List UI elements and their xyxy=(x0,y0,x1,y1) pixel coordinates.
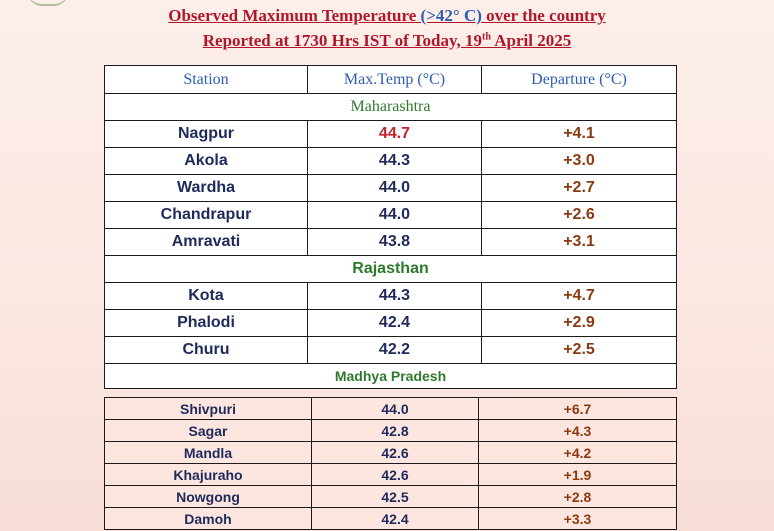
station-name: Khajuraho xyxy=(104,463,312,486)
departure-value: +2.8 xyxy=(478,485,677,508)
departure-value: +3.1 xyxy=(481,228,677,256)
table-row: Mandla 42.6 +4.2 xyxy=(104,441,677,464)
departure-value: +2.5 xyxy=(481,336,677,364)
max-temp-value: 44.7 xyxy=(307,120,482,148)
temperature-table: Station Max.Temp (°C) Departure (°C) Mah… xyxy=(104,65,677,389)
max-temp-value: 42.4 xyxy=(307,309,482,337)
departure-value: +4.1 xyxy=(481,120,677,148)
station-name: Chandrapur xyxy=(104,201,308,229)
header-station: Station xyxy=(104,65,308,94)
max-temp-value: 44.3 xyxy=(307,282,482,310)
max-temp-value: 44.0 xyxy=(307,174,482,202)
header-departure: Departure (°C) xyxy=(481,65,677,94)
departure-value: +2.7 xyxy=(481,174,677,202)
table-row: Khajuraho 42.6 +1.9 xyxy=(104,463,677,486)
max-temp-value: 42.6 xyxy=(311,441,479,464)
station-name: Nowgong xyxy=(104,485,312,508)
header-max-temp: Max.Temp (°C) xyxy=(307,65,482,94)
state-row-rajasthan: Rajasthan xyxy=(104,255,677,283)
table-row: Kota 44.3 +4.7 xyxy=(104,282,677,310)
logo-icon xyxy=(28,0,68,6)
table-row: Wardha 44.0 +2.7 xyxy=(104,174,677,202)
table-row: Phalodi 42.4 +2.9 xyxy=(104,309,677,337)
state-name: Rajasthan xyxy=(104,255,677,283)
departure-value: +2.6 xyxy=(481,201,677,229)
max-temp-value: 42.8 xyxy=(311,419,479,442)
table-row: Nagpur 44.7 +4.1 xyxy=(104,120,677,148)
station-name: Phalodi xyxy=(104,309,308,337)
table-row: Churu 42.2 +2.5 xyxy=(104,336,677,364)
state-name: Maharashtra xyxy=(104,93,677,121)
station-name: Kota xyxy=(104,282,308,310)
station-name: Shivpuri xyxy=(104,397,312,420)
station-name: Amravati xyxy=(104,228,308,256)
station-name: Sagar xyxy=(104,419,312,442)
station-name: Wardha xyxy=(104,174,308,202)
table-row: Chandrapur 44.0 +2.6 xyxy=(104,201,677,229)
station-name: Churu xyxy=(104,336,308,364)
max-temp-value: 44.0 xyxy=(311,397,479,420)
station-name: Akola xyxy=(104,147,308,175)
table-row: Damoh 42.4 +3.3 xyxy=(104,507,677,530)
departure-value: +6.7 xyxy=(478,397,677,420)
state-row-maharashtra: Maharashtra xyxy=(104,93,677,121)
departure-value: +4.2 xyxy=(478,441,677,464)
max-temp-value: 42.2 xyxy=(307,336,482,364)
max-temp-value: 43.8 xyxy=(307,228,482,256)
departure-value: +1.9 xyxy=(478,463,677,486)
departure-value: +3.3 xyxy=(478,507,677,530)
state-name: Madhya Pradesh xyxy=(104,363,677,389)
table-row: Amravati 43.8 +3.1 xyxy=(104,228,677,256)
state-row-madhya-pradesh: Madhya Pradesh xyxy=(104,363,677,389)
table-row: Nowgong 42.5 +2.8 xyxy=(104,485,677,508)
max-temp-value: 42.5 xyxy=(311,485,479,508)
station-name: Nagpur xyxy=(104,120,308,148)
table-row: Sagar 42.8 +4.3 xyxy=(104,419,677,442)
max-temp-value: 44.3 xyxy=(307,147,482,175)
page-title: Observed Maximum Temperature (>42° C) ov… xyxy=(168,6,606,25)
table-row: Akola 44.3 +3.0 xyxy=(104,147,677,175)
station-name: Mandla xyxy=(104,441,312,464)
station-name: Damoh xyxy=(104,507,312,530)
table-row: Shivpuri 44.0 +6.7 xyxy=(104,397,677,420)
table-header-row: Station Max.Temp (°C) Departure (°C) xyxy=(104,65,677,94)
max-temp-value: 44.0 xyxy=(307,201,482,229)
departure-value: +4.3 xyxy=(478,419,677,442)
temperature-table-continued: Shivpuri 44.0 +6.7 Sagar 42.8 +4.3 Mandl… xyxy=(104,397,677,530)
departure-value: +2.9 xyxy=(481,309,677,337)
max-temp-value: 42.4 xyxy=(311,507,479,530)
page-subtitle: Reported at 1730 Hrs IST of Today, 19th … xyxy=(202,31,572,50)
max-temp-value: 42.6 xyxy=(311,463,479,486)
departure-value: +3.0 xyxy=(481,147,677,175)
departure-value: +4.7 xyxy=(481,282,677,310)
